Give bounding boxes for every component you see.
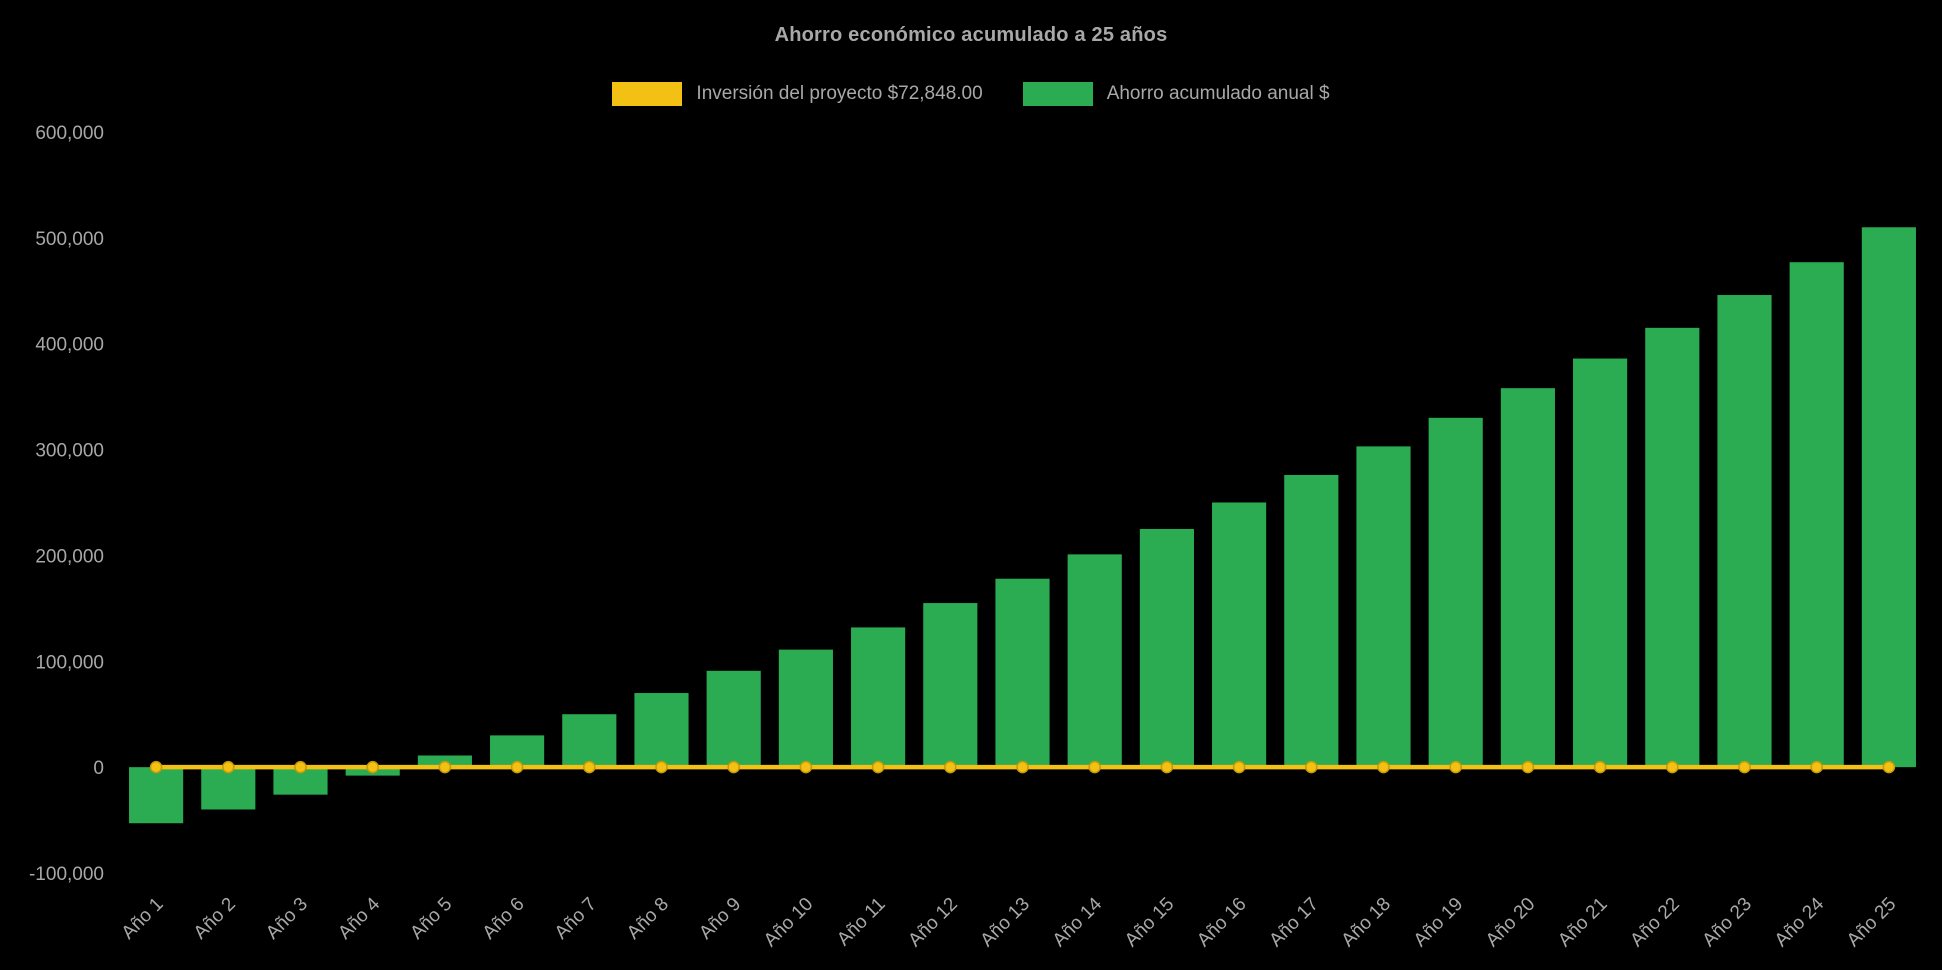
x-axis-tick-label: Año 15 [1121, 894, 1178, 951]
bar-year-24 [1789, 262, 1844, 768]
investment-point-12 [944, 760, 957, 774]
bar-year-25 [1861, 227, 1916, 768]
investment-point-4 [366, 760, 379, 774]
x-axis-tick-label: Año 11 [833, 894, 889, 950]
investment-point-1 [149, 760, 163, 774]
y-axis-tick-label: 100,000 [35, 652, 104, 673]
y-axis-tick-label: 300,000 [35, 441, 104, 462]
x-axis-tick-label: Año 22 [1626, 894, 1683, 951]
investment-point-14 [1088, 760, 1101, 774]
investment-point-13 [1016, 760, 1029, 774]
y-axis-tick-label: 600,000 [35, 123, 104, 144]
investment-point-16 [1232, 760, 1246, 774]
bar-year-2 [201, 767, 256, 810]
investment-point-3 [294, 760, 307, 774]
legend-swatch-savings-icon [1022, 82, 1093, 106]
investment-point-17 [1305, 760, 1318, 774]
x-axis-tick-label: Año 4 [334, 893, 384, 943]
bar-year-14 [1067, 554, 1122, 768]
bar-year-17 [1284, 474, 1339, 768]
x-axis-tick-label: Año 25 [1843, 894, 1900, 951]
x-axis-tick-label: Año 17 [1265, 894, 1322, 951]
bar-year-16 [1212, 502, 1267, 768]
x-axis-tick-label: Año 20 [1482, 894, 1539, 951]
investment-point-21 [1593, 760, 1607, 774]
x-axis-tick-label: Año 24 [1771, 893, 1829, 951]
investment-point-18 [1377, 760, 1390, 774]
bar-year-19 [1428, 417, 1483, 768]
x-axis-tick-label: Año 1 [118, 894, 168, 944]
x-axis-tick-label: Año 23 [1699, 894, 1756, 951]
x-axis-tick-label: Año 18 [1338, 894, 1395, 951]
bar-year-1 [129, 767, 184, 824]
y-axis-tick-label: 0 [93, 758, 104, 779]
x-axis-tick-label: Año 6 [479, 894, 529, 944]
x-axis-tick-label: Año 7 [551, 894, 601, 944]
investment-point-15 [1160, 760, 1174, 774]
legend-item-savings[interactable]: Ahorro acumulado anual $ [1022, 82, 1330, 106]
x-axis-tick-label: Año 12 [904, 894, 961, 951]
chart-title: Ahorro económico acumulado a 25 años [774, 24, 1168, 46]
investment-point-25 [1882, 760, 1896, 774]
x-axis-tick-label: Año 14 [1049, 893, 1107, 951]
investment-point-23 [1738, 760, 1751, 774]
x-axis-tick-label: Año 2 [190, 894, 240, 944]
x-axis-tick-label: Año 5 [406, 894, 456, 944]
x-axis-tick-label: Año 19 [1410, 894, 1467, 951]
bar-year-20 [1500, 388, 1555, 768]
investment-point-24 [1810, 760, 1823, 774]
y-axis-tick-label: 400,000 [35, 335, 104, 356]
legend-item-investment[interactable]: Inversión del proyecto $72,848.00 [612, 82, 983, 106]
bar-year-12 [923, 603, 978, 768]
y-axis-tick-label: 500,000 [35, 229, 104, 250]
bar-year-9 [706, 670, 761, 768]
bar-year-13 [995, 578, 1050, 768]
bar-year-10 [778, 649, 833, 768]
bar-year-15 [1139, 528, 1194, 768]
bar-year-11 [851, 627, 906, 768]
investment-point-9 [727, 760, 740, 774]
investment-point-7 [583, 760, 596, 774]
y-axis-tick-label: 200,000 [35, 546, 104, 567]
x-axis-tick-label: Año 13 [977, 894, 1034, 951]
y-axis-tick-label: -100,000 [29, 864, 104, 885]
investment-point-6 [510, 760, 524, 774]
investment-point-2 [222, 760, 235, 774]
investment-point-5 [438, 760, 452, 774]
investment-point-10 [799, 760, 813, 774]
investment-point-20 [1521, 760, 1535, 774]
bar-year-8 [634, 693, 689, 768]
investment-point-19 [1449, 760, 1462, 774]
chart-legend: Inversión del proyecto $72,848.00 Ahorro… [0, 82, 1942, 106]
bar-year-7 [562, 714, 617, 768]
x-axis-tick-label: Año 10 [760, 894, 817, 951]
x-axis-tick-label: Año 3 [262, 894, 312, 944]
bar-year-21 [1573, 358, 1628, 768]
investment-point-11 [871, 760, 885, 774]
legend-swatch-investment-icon [612, 82, 683, 106]
investment-point-22 [1666, 760, 1679, 774]
x-axis-tick-label: Año 16 [1193, 894, 1250, 951]
legend-label-savings: Ahorro acumulado anual $ [1106, 83, 1330, 104]
bar-year-18 [1356, 446, 1411, 768]
x-axis-tick-label: Año 8 [623, 894, 673, 944]
legend-label-investment: Inversión del proyecto $72,848.00 [696, 83, 983, 104]
bar-year-23 [1717, 295, 1772, 768]
investment-point-8 [655, 760, 668, 774]
x-axis-tick-label: Año 21 [1554, 894, 1611, 951]
bar-year-22 [1645, 327, 1700, 768]
x-axis-tick-label: Año 9 [695, 894, 745, 944]
